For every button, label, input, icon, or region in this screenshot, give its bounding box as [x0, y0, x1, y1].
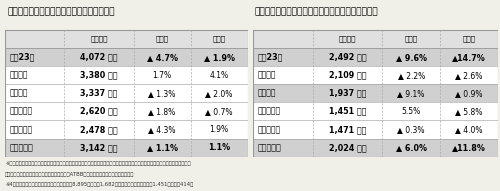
Text: 3,337 万円: 3,337 万円	[80, 89, 118, 98]
Text: ▲ 0.9%: ▲ 0.9%	[455, 89, 482, 98]
Text: 首　都　圏: 首 都 圏	[258, 143, 281, 152]
Text: 成約価格: 成約価格	[90, 36, 108, 42]
Bar	[5, 84, 248, 102]
Text: 東京都下: 東京都下	[258, 71, 276, 80]
Bar	[252, 102, 498, 120]
Text: 3,142 万円: 3,142 万円	[80, 143, 118, 152]
Text: 前年比: 前年比	[404, 36, 417, 42]
Text: 5.5%: 5.5%	[402, 107, 421, 116]
Text: 2,024 万円: 2,024 万円	[328, 143, 366, 152]
Bar	[5, 138, 248, 157]
Text: 前年比: 前年比	[156, 36, 168, 42]
Bar	[252, 66, 498, 84]
Bar	[252, 120, 498, 138]
Bar	[252, 48, 498, 66]
Text: ※本資料の掲載データは、当社ネットワーク流通物件のうち、不動産会社間情報として図面（ファクトシート）で登録された物件を: ※本資料の掲載データは、当社ネットワーク流通物件のうち、不動産会社間情報として図…	[5, 161, 190, 166]
Text: 東京23区: 東京23区	[258, 53, 283, 62]
Text: ▲ 2.0%: ▲ 2.0%	[206, 89, 233, 98]
Text: ▲ 1.1%: ▲ 1.1%	[146, 143, 178, 152]
Text: ▲ 6.0%: ▲ 6.0%	[396, 143, 426, 152]
Text: ▲ 1.3%: ▲ 1.3%	[148, 89, 176, 98]
Bar	[5, 102, 248, 120]
Text: 新築戸建平均成約価格および前年比・前月比: 新築戸建平均成約価格および前年比・前月比	[8, 7, 115, 16]
Text: 千　葉　県: 千 葉 県	[10, 125, 33, 134]
Text: 2,109 万円: 2,109 万円	[328, 71, 366, 80]
Text: ▲ 4.7%: ▲ 4.7%	[146, 53, 178, 62]
Text: ※4月期の調査対象物件数は、新築戸建＝登録8,895件、成約1,682件、中古マンション＝登録1,451件、成約414件: ※4月期の調査対象物件数は、新築戸建＝登録8,895件、成約1,682件、中古マ…	[5, 182, 193, 187]
Text: 1,937 万円: 1,937 万円	[329, 89, 366, 98]
Text: 4,072 万円: 4,072 万円	[80, 53, 118, 62]
Text: ▲ 9.6%: ▲ 9.6%	[396, 53, 426, 62]
Text: 成約価格: 成約価格	[338, 36, 356, 42]
Text: 前月比: 前月比	[462, 36, 475, 42]
Text: 1,451 万円: 1,451 万円	[329, 107, 366, 116]
Text: 東京23区: 東京23区	[10, 53, 35, 62]
Text: ▲ 2.6%: ▲ 2.6%	[455, 71, 482, 80]
Bar	[5, 30, 248, 48]
Text: 首　都　圏: 首 都 圏	[10, 143, 34, 152]
Text: 中古マンション平均成約価格および前年比・前月比: 中古マンション平均成約価格および前年比・前月比	[255, 7, 378, 16]
Text: ▲ 1.8%: ▲ 1.8%	[148, 107, 176, 116]
Text: ▲ 9.1%: ▲ 9.1%	[398, 89, 425, 98]
Text: 1,471 万円: 1,471 万円	[329, 125, 366, 134]
Text: 1.9%: 1.9%	[210, 125, 229, 134]
Bar	[252, 30, 498, 48]
Text: 埼　玉　県: 埼 玉 県	[10, 107, 33, 116]
Text: ▲ 4.0%: ▲ 4.0%	[455, 125, 482, 134]
Text: ▲ 1.9%: ▲ 1.9%	[204, 53, 234, 62]
Bar	[252, 84, 498, 102]
Text: 1.7%: 1.7%	[152, 71, 172, 80]
Text: 千　葉　県: 千 葉 県	[258, 125, 280, 134]
Text: 埼　玉　県: 埼 玉 県	[258, 107, 280, 116]
Bar	[5, 48, 248, 66]
Text: ベースとしたものであり、インターネット（ATBB）登録物件は含まれておりません。: ベースとしたものであり、インターネット（ATBB）登録物件は含まれておりません。	[5, 172, 134, 176]
Text: 3,380 万円: 3,380 万円	[80, 71, 118, 80]
Text: 神奈川県: 神奈川県	[258, 89, 276, 98]
Text: ▲ 4.3%: ▲ 4.3%	[148, 125, 176, 134]
Text: ▲ 0.7%: ▲ 0.7%	[206, 107, 233, 116]
Text: 2,478 万円: 2,478 万円	[80, 125, 118, 134]
Text: ▲ 5.8%: ▲ 5.8%	[455, 107, 482, 116]
Text: ▲11.8%: ▲11.8%	[452, 143, 486, 152]
Bar	[5, 120, 248, 138]
Text: ▲14.7%: ▲14.7%	[452, 53, 486, 62]
Text: 2,492 万円: 2,492 万円	[328, 53, 366, 62]
Text: 1.1%: 1.1%	[208, 143, 230, 152]
Text: ▲ 2.2%: ▲ 2.2%	[398, 71, 425, 80]
Text: ▲ 0.3%: ▲ 0.3%	[398, 125, 425, 134]
Bar	[252, 138, 498, 157]
Text: 東京都下: 東京都下	[10, 71, 29, 80]
Text: 4.1%: 4.1%	[210, 71, 229, 80]
Bar	[5, 66, 248, 84]
Text: 神奈川県: 神奈川県	[10, 89, 29, 98]
Text: 2,620 万円: 2,620 万円	[80, 107, 118, 116]
Text: 前月比: 前月比	[212, 36, 226, 42]
